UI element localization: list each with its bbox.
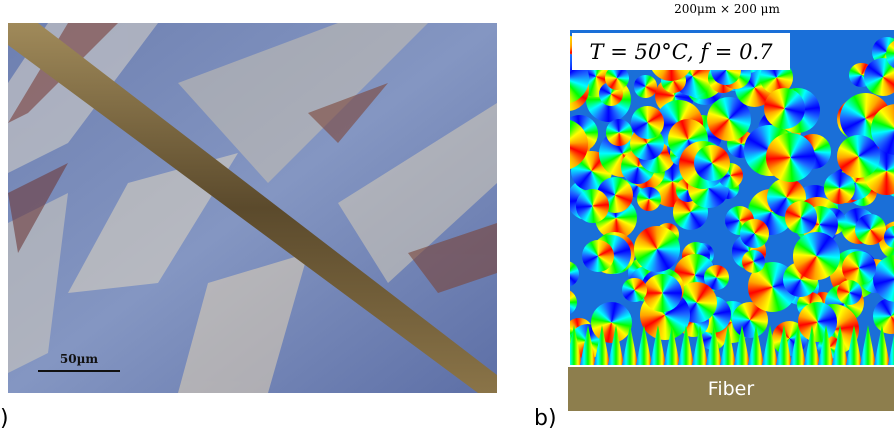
spherulite [570,261,579,287]
spherulite [785,201,817,233]
spherulite [576,189,609,222]
spherulite [606,119,632,145]
spherulite [631,106,664,139]
spherulite [570,289,577,316]
spherulite [740,219,769,248]
spherulite [622,278,647,303]
condition-label: T = 50°C, f = 0.7 [572,33,790,70]
spherulite [591,302,632,343]
spherulite [798,302,837,341]
fiber-nucleated-crystal [860,325,876,365]
panel-label: ) [0,406,9,431]
spherulite [634,75,656,97]
scale-bar-label: 50µm [60,352,98,366]
spherulite [582,240,614,272]
spherulite [824,172,855,203]
fiber-bar: Fiber [568,367,894,411]
spherulite [643,274,682,313]
simulation-image [570,30,894,365]
panel-label: b) [534,406,557,431]
panel-title: 200μm × 200 μm [600,2,854,16]
figure: {"left_panel": {"label": ")", "scale_bar… [0,0,894,436]
spherulite [766,133,815,182]
spherulite [634,226,680,272]
spherulite [637,187,661,211]
spherulite [764,88,805,129]
spherulite [793,232,840,279]
spherulite [873,298,894,334]
micrograph: 50µm [8,23,497,393]
